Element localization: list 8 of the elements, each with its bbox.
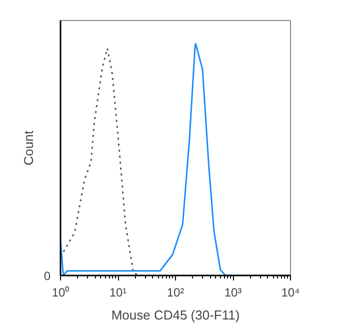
- x-tick-label: 10¹: [109, 286, 127, 300]
- x-tick-label: 10⁴: [281, 286, 300, 300]
- x-tick-label: 10⁰: [52, 286, 70, 300]
- x-tick-label: 10²: [166, 286, 184, 300]
- text: 0: [44, 269, 51, 283]
- x-tick-label: 10³: [224, 286, 242, 300]
- x-axis-title: Mouse CD45 (30-F11): [111, 308, 240, 322]
- y-axis-title: Count: [20, 130, 36, 166]
